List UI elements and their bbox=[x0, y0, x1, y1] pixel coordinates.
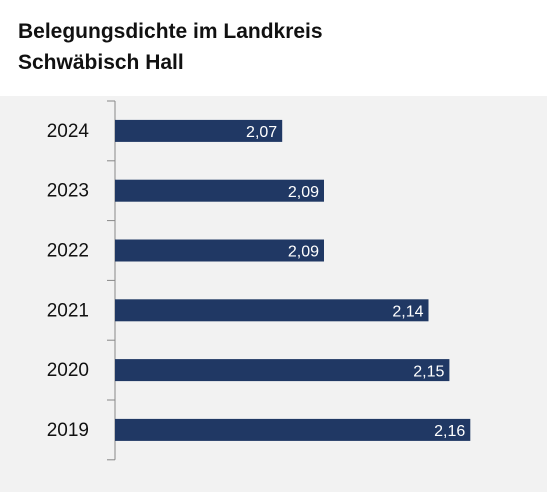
y-tick-label: 2020 bbox=[47, 360, 89, 381]
value-label: 2,09 bbox=[288, 244, 319, 261]
bar bbox=[115, 359, 450, 382]
value-label: 2,07 bbox=[246, 124, 277, 141]
y-tick-label: 2024 bbox=[47, 121, 90, 142]
value-label: 2,09 bbox=[288, 184, 319, 201]
y-tick-label: 2021 bbox=[47, 300, 89, 321]
chart-title: Belegungsdichte im Landkreis Schwäbisch … bbox=[18, 20, 323, 74]
bar bbox=[115, 179, 324, 202]
y-tick-label: 2019 bbox=[47, 420, 89, 441]
y-tick-label: 2022 bbox=[47, 241, 89, 262]
y-tick-label: 2023 bbox=[47, 181, 89, 202]
bar bbox=[115, 119, 283, 142]
value-label: 2,14 bbox=[392, 304, 423, 321]
bar bbox=[115, 299, 429, 322]
value-label: 2,16 bbox=[434, 423, 465, 440]
bar bbox=[115, 418, 471, 441]
bar bbox=[115, 239, 324, 262]
value-label: 2,15 bbox=[413, 363, 444, 380]
